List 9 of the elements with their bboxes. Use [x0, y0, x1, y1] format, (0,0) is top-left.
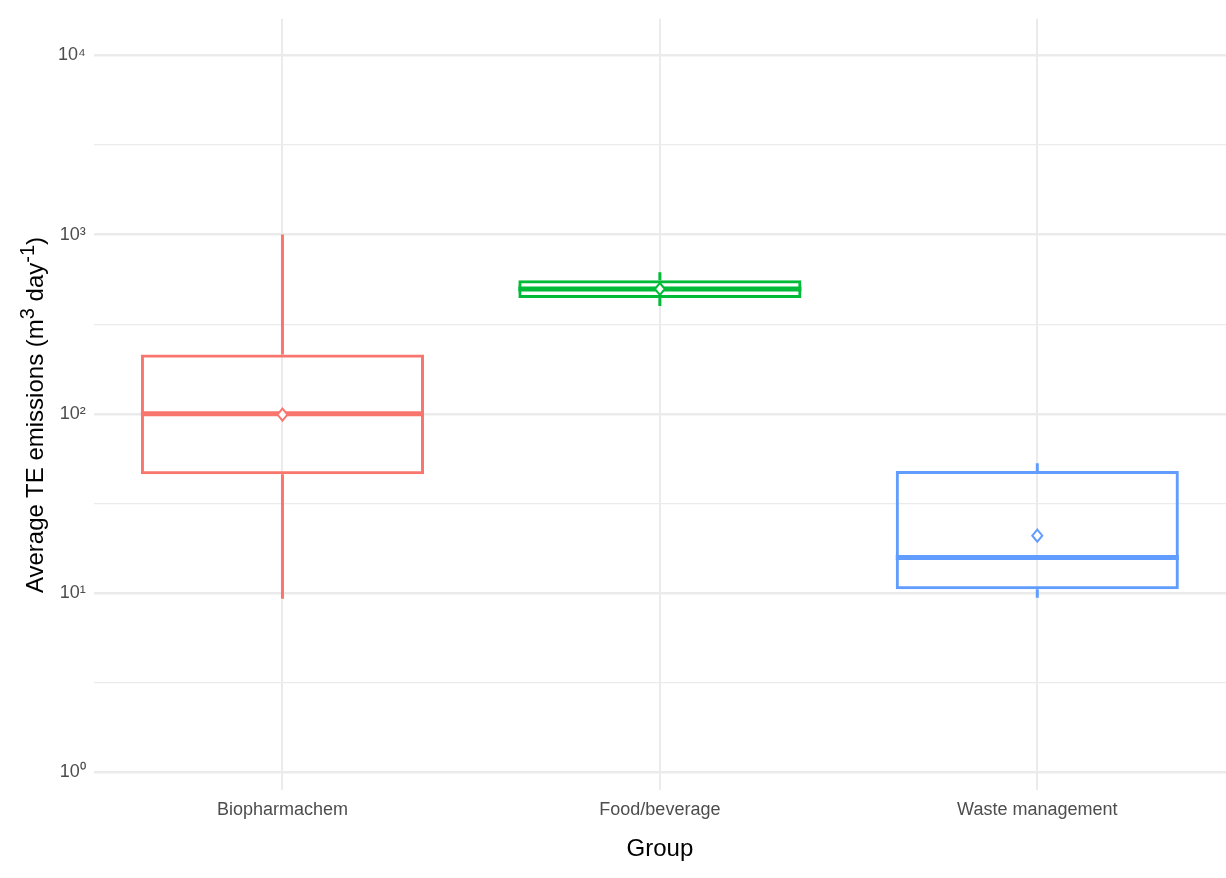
y-tick-label: 10² [59, 402, 86, 423]
y-tick-label: 10¹ [59, 581, 86, 602]
x-tick-label: Biopharmachem [216, 799, 348, 820]
x-axis-title: Group [626, 834, 694, 862]
y-tick-label: 10⁰ [59, 761, 86, 782]
x-tick-label: Food/beverage [599, 799, 721, 820]
x-tick-label: Waste management [957, 799, 1118, 820]
y-tick-label: 10³ [59, 223, 86, 244]
y-tick-label: 10⁴ [57, 44, 86, 65]
